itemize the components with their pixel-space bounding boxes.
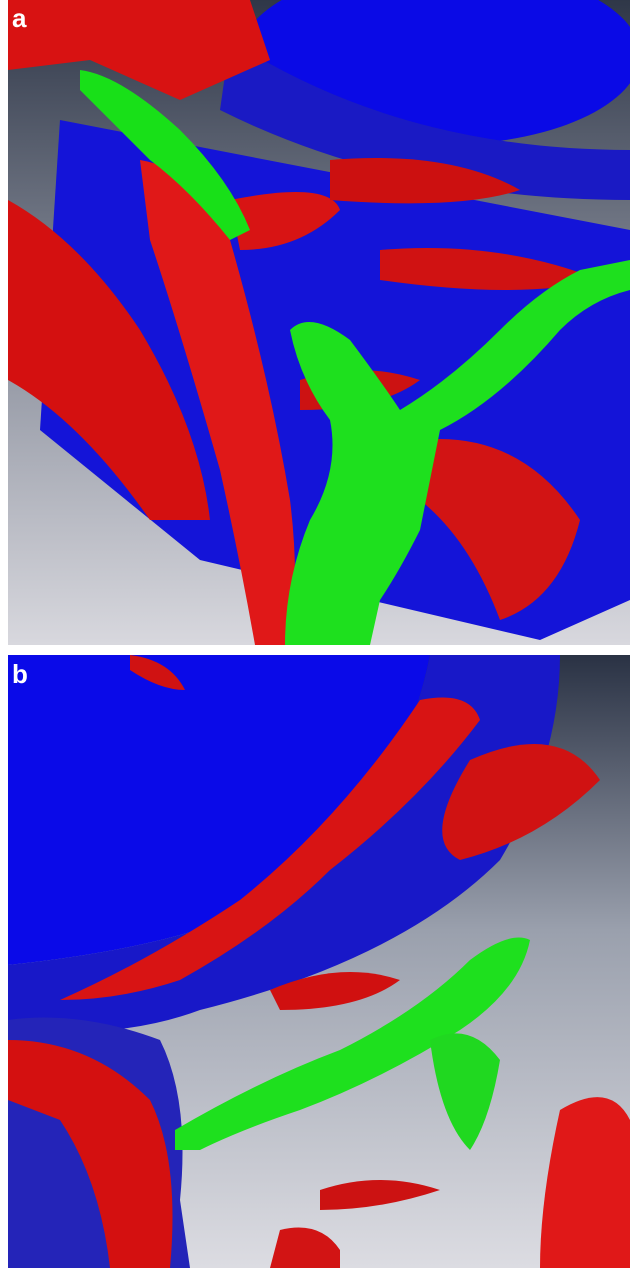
- panel-label: b: [12, 659, 28, 689]
- panel-a: a: [8, 0, 638, 645]
- page: {"panels": [{"label": "a"}, {"label": "b…: [0, 0, 638, 1268]
- panel-b: b: [8, 655, 630, 1268]
- figure: a b: [0, 0, 638, 1268]
- panel-label: a: [12, 3, 27, 33]
